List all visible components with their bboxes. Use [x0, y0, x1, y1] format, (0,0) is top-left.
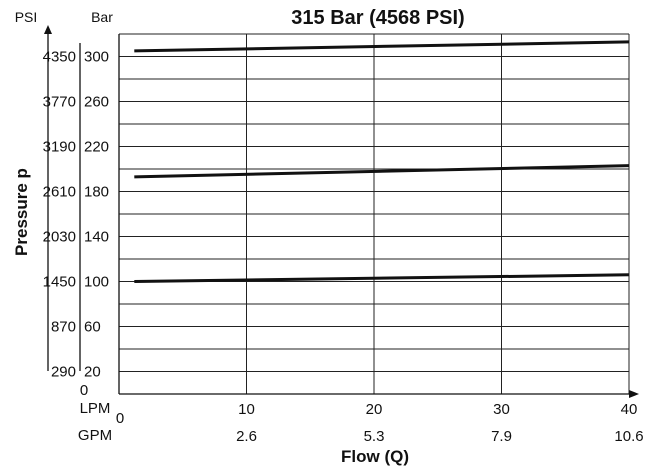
- x-axis-label: Flow (Q): [341, 447, 409, 466]
- x-tick-lpm: 10: [238, 401, 255, 418]
- y-tick-bar: 300: [84, 49, 109, 66]
- x-tick-gpm: 5.3: [364, 428, 385, 445]
- y-tick-psi: 1450: [43, 274, 76, 291]
- y-unit-bar: Bar: [91, 9, 113, 25]
- y-tick-psi: 3770: [43, 94, 76, 111]
- series-group: [134, 40, 630, 283]
- x-tick-gpm: 2.6: [236, 428, 257, 445]
- series-line-2: [134, 164, 630, 179]
- y-tick-psi: 3190: [43, 139, 76, 156]
- y-tick-bar: 100: [84, 274, 109, 291]
- y-tick-bar: 260: [84, 94, 109, 111]
- x-origin-label: 0: [116, 410, 124, 427]
- x-tick-lpm: 30: [493, 401, 510, 418]
- grid: [119, 33, 630, 394]
- y-tick-psi: 2030: [43, 229, 76, 246]
- x-axis-arrow-icon: [629, 390, 639, 398]
- y-tick-psi: 290: [51, 364, 76, 381]
- x-tick-lpm: 40: [621, 401, 638, 418]
- y-tick-psi: 2610: [43, 184, 76, 201]
- y-unit-psi: PSI: [15, 9, 38, 25]
- axes: [47, 32, 639, 398]
- y-tick-bar: 20: [84, 364, 101, 381]
- y-tick-psi: 870: [51, 319, 76, 336]
- y-axis-label: Pressure p: [12, 168, 31, 256]
- series-line-1: [134, 40, 630, 53]
- x-tick-gpm: 7.9: [491, 428, 512, 445]
- y-tick-bar: 180: [84, 184, 109, 201]
- chart-title: 315 Bar (4568 PSI): [291, 7, 464, 29]
- y-origin-label: 0: [80, 382, 88, 399]
- x-tick-labels: 10 2.6 20 5.3 30 7.9 40 10.6: [236, 401, 644, 445]
- y-tick-bar: 60: [84, 319, 101, 336]
- x-unit-lpm: LPM: [80, 400, 111, 417]
- y-tick-labels: 20 290 60 870 100 1450 140 2030 180 2610 220 3190 26…: [43, 49, 109, 381]
- x-tick-gpm: 10.6: [614, 428, 643, 445]
- x-tick-lpm: 20: [366, 401, 383, 418]
- y-tick-bar: 140: [84, 229, 109, 246]
- y-tick-psi: 4350: [43, 49, 76, 66]
- x-unit-gpm: GPM: [78, 427, 112, 444]
- y-axis-arrow-icon: [44, 25, 52, 34]
- y-tick-bar: 220: [84, 139, 109, 156]
- series-line-3: [134, 273, 630, 283]
